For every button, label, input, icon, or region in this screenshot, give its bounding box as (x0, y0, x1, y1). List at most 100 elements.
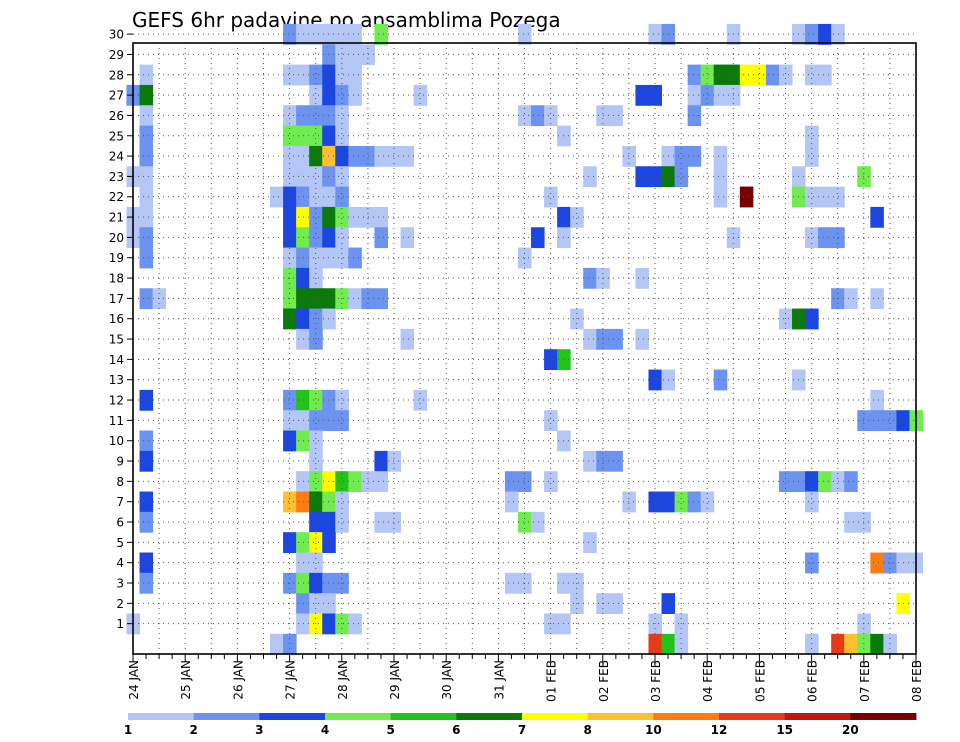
heatmap-cell (296, 227, 310, 249)
heatmap-cell (517, 471, 532, 493)
heatmap-cell (648, 491, 663, 513)
heatmap-cell (857, 166, 871, 188)
heatmap-cell (713, 369, 728, 391)
heatmap-cell (335, 511, 349, 533)
heatmap-cell (805, 491, 819, 513)
heatmap-cell (296, 389, 310, 411)
heatmap-cell (283, 430, 297, 452)
heatmap-cell (374, 145, 388, 167)
heatmap-cell (139, 288, 154, 310)
heatmap-cell (805, 125, 819, 147)
heatmap-cell (870, 633, 884, 655)
y-tick-label: 5 (116, 536, 124, 550)
x-axis: 24 JAN 25 JAN 26 JAN 27 JAN 28 JAN 29 JAN 30 J… (127, 654, 924, 702)
heatmap-cell (387, 145, 402, 167)
heatmap-cell (283, 105, 297, 127)
heatmap-cell (844, 288, 858, 310)
heatmap-cell (322, 44, 336, 66)
heatmap-cell (335, 247, 349, 269)
heatmap-cell (374, 288, 388, 310)
heatmap-cell (335, 125, 349, 147)
y-tick-label: 7 (116, 495, 124, 509)
heatmap-cell (687, 84, 702, 106)
x-tick-label: 30 JAN (440, 660, 454, 700)
x-tick-label: 04 FEB (701, 660, 715, 702)
heatmap-cell (374, 206, 388, 228)
colorbar-label: 6 (452, 723, 460, 737)
heatmap-cell (296, 328, 310, 350)
heatmap-cell (139, 166, 154, 188)
y-tick-label: 13 (109, 373, 124, 387)
heatmap-cell (283, 125, 297, 147)
heatmap-cell (296, 105, 310, 127)
x-tick-label: 24 JAN (127, 660, 141, 700)
heatmap-cell (309, 105, 323, 127)
heatmap-cell (517, 247, 532, 269)
colorbar-label: 4 (321, 723, 329, 737)
heatmap-cell (296, 552, 310, 574)
heatmap-cell (309, 491, 323, 513)
heatmap-cell (335, 64, 349, 86)
heatmap-cell (139, 105, 154, 127)
heatmap-cell (309, 552, 323, 574)
heatmap-cell (335, 471, 349, 493)
heatmap-cell (870, 410, 884, 432)
y-tick-label: 29 (109, 48, 124, 62)
heatmap-cell (335, 44, 349, 66)
heatmap-cell (870, 288, 884, 310)
heatmap-cell (309, 471, 323, 493)
heatmap-cell (283, 227, 297, 249)
heatmap-cell (805, 145, 819, 167)
heatmap-cell (844, 633, 858, 655)
heatmap-cell (348, 64, 362, 86)
y-axis: 1234567891011121314151617181920212223242… (109, 28, 133, 631)
x-tick-label: 25 JAN (179, 660, 193, 700)
y-tick-label: 24 (109, 150, 124, 164)
heatmap-cell (309, 145, 323, 167)
heatmap-cell (348, 145, 362, 167)
heatmap-cell (857, 511, 871, 533)
heatmap-cell (322, 410, 336, 432)
heatmap-cell (674, 145, 689, 167)
heatmap-cell (309, 206, 323, 228)
heatmap-cell (805, 23, 819, 45)
heatmap-cell (374, 227, 388, 249)
heatmap-cell (883, 552, 897, 574)
heatmap-cell (805, 186, 819, 208)
heatmap-cell (400, 145, 415, 167)
x-tick-label: 29 JAN (388, 660, 402, 700)
heatmap-cell (296, 308, 310, 330)
colorbar-label: 3 (255, 723, 263, 737)
heatmap-cell (309, 389, 323, 411)
heatmap-cell (322, 572, 336, 594)
heatmap-cell (700, 84, 715, 106)
y-tick-label: 16 (109, 312, 124, 326)
heatmap-cell (348, 84, 362, 106)
heatmap-cell (139, 206, 154, 228)
x-tick-label: 27 JAN (284, 660, 298, 700)
heatmap-cell (583, 166, 597, 188)
heatmap-cell (348, 613, 362, 635)
heatmap-cell (296, 145, 310, 167)
heatmap-cell (322, 491, 336, 513)
heatmap-cell (335, 145, 349, 167)
heatmap-cell (348, 206, 362, 228)
colorbar-label: 20 (842, 723, 859, 737)
heatmap-cell (818, 64, 832, 86)
heatmap-cell (674, 491, 689, 513)
heatmap-cell (139, 572, 154, 594)
heatmap-cell (374, 471, 388, 493)
heatmap-cell (335, 23, 349, 45)
colorbar-label: 12 (711, 723, 728, 737)
heatmap-cell (309, 532, 323, 554)
heatmap-cell (335, 206, 349, 228)
heatmap-cell (335, 166, 349, 188)
colorbar-swatch (587, 713, 654, 720)
heatmap-cell (139, 491, 154, 513)
heatmap-cell (322, 389, 336, 411)
heatmap-cell (322, 186, 336, 208)
heatmap-cell (517, 23, 532, 45)
heatmap-cell (335, 227, 349, 249)
heatmap-cell (413, 389, 428, 411)
